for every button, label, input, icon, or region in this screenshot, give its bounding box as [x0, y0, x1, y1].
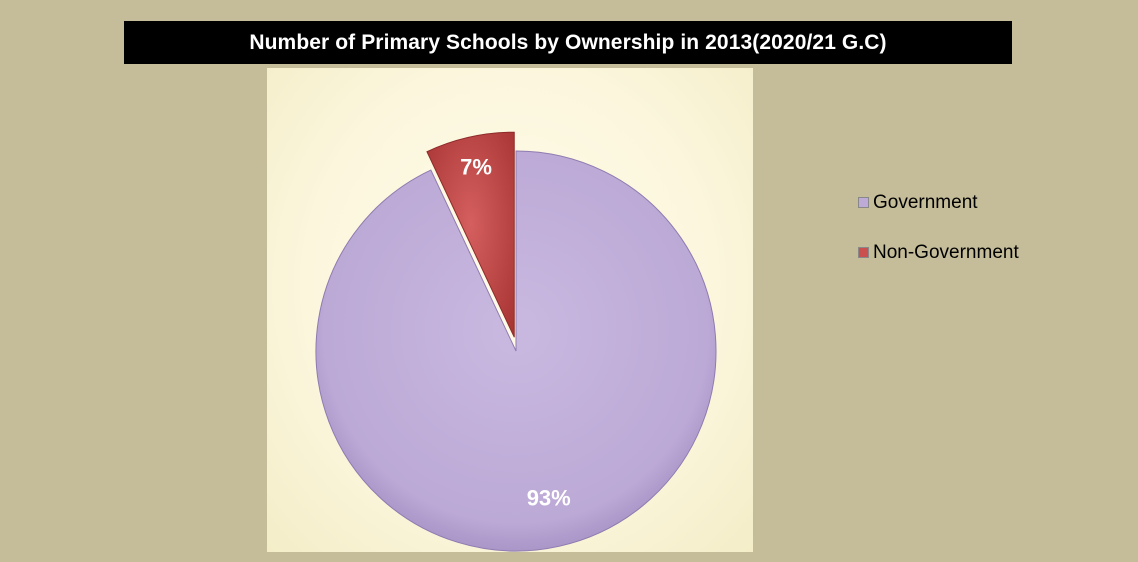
pie-slice-government [315, 150, 717, 552]
pie-slice-non-government [426, 131, 515, 338]
legend-label-government: Government [873, 191, 978, 213]
legend-label-non-government: Non-Government [873, 241, 1019, 263]
chart-title: Number of Primary Schools by Ownership i… [124, 21, 1012, 64]
legend-item-government: Government [858, 190, 1019, 215]
legend-swatch-government [858, 197, 869, 208]
legend-swatch-non-government [858, 247, 869, 258]
legend: Government Non-Government [858, 190, 1019, 290]
data-label-non-government: 7% [460, 154, 492, 179]
legend-item-non-government: Non-Government [858, 240, 1019, 265]
data-label-government: 93% [527, 485, 571, 510]
